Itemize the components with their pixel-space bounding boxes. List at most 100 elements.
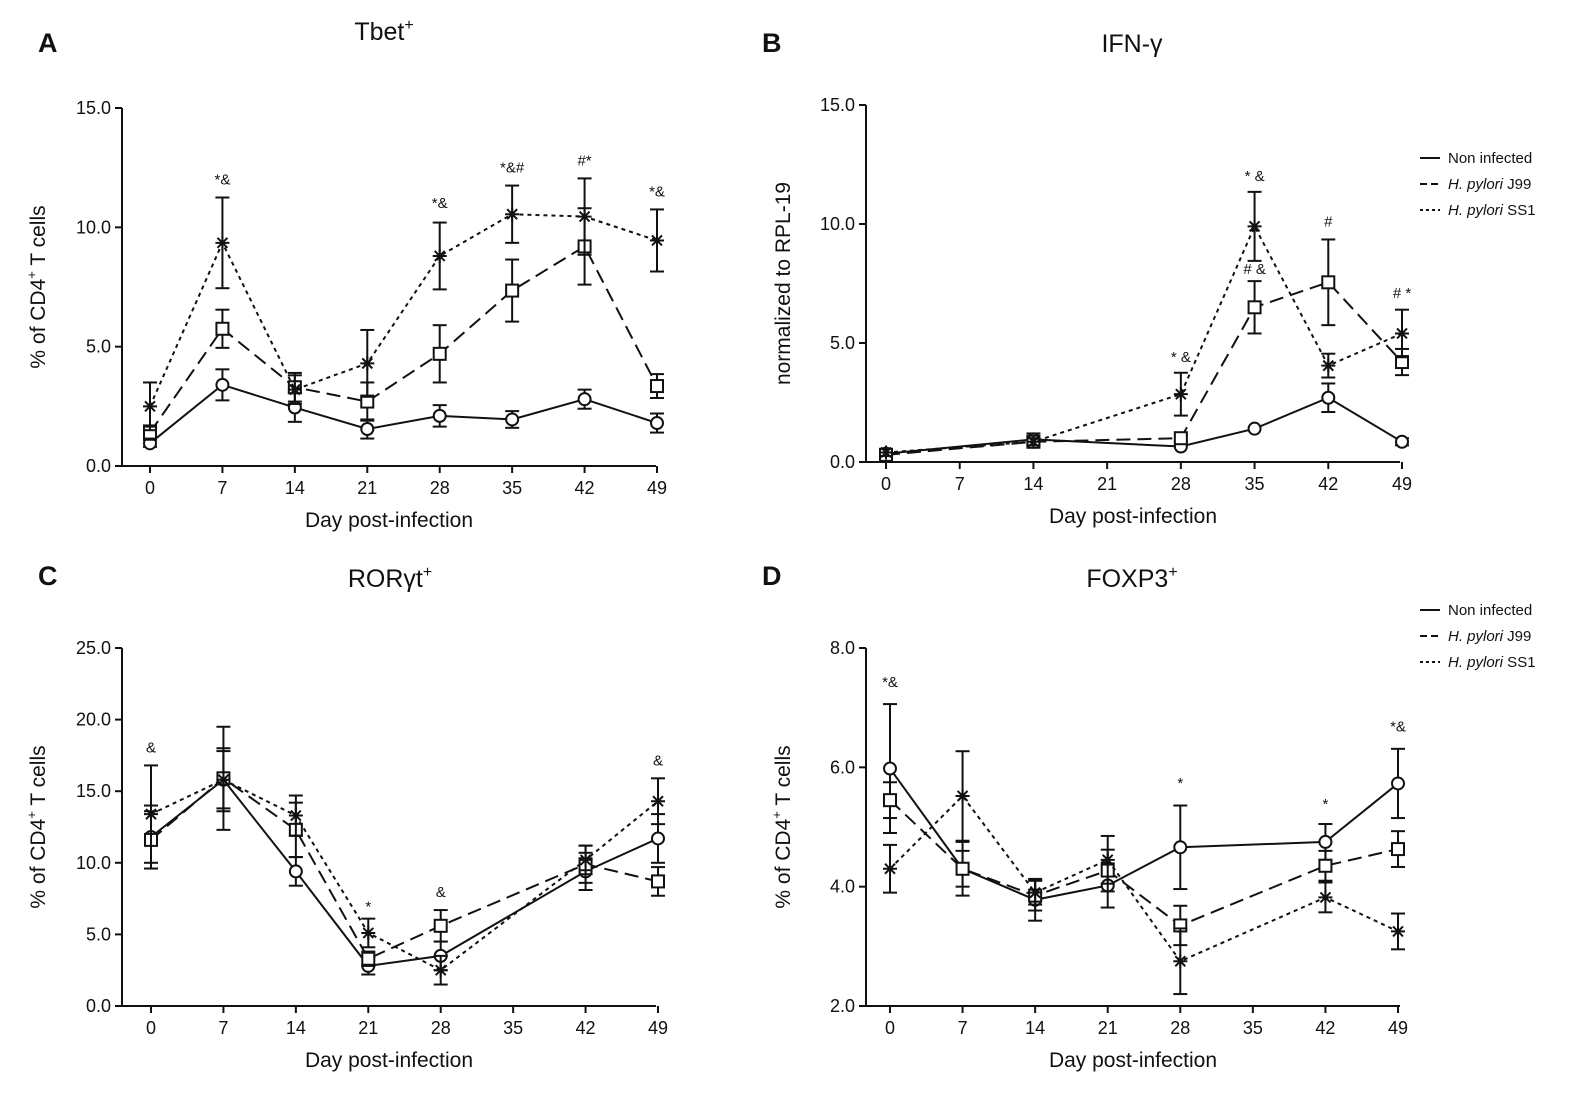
marker-circle xyxy=(1173,840,1188,855)
x-tick-label: 7 xyxy=(217,478,227,498)
y-axis-label: % of CD4+ T cells xyxy=(769,745,795,908)
marker-circle xyxy=(215,377,230,392)
series-star xyxy=(143,177,664,432)
x-axis-label: Day post-infection xyxy=(1049,505,1217,528)
significance-annotation: * & xyxy=(1245,168,1265,185)
x-tick-label: 35 xyxy=(1243,1018,1263,1038)
marker-star xyxy=(1318,890,1333,905)
x-tick-label: 21 xyxy=(1097,474,1117,494)
x-tick-label: 14 xyxy=(1023,474,1043,494)
series-circle xyxy=(143,368,664,451)
marker-star xyxy=(1321,358,1336,373)
marker-star xyxy=(433,963,448,978)
x-tick-label: 28 xyxy=(1170,1018,1190,1038)
marker-star xyxy=(1173,954,1188,969)
y-axis-label: % of CD4+ T cells xyxy=(24,745,50,908)
series-line xyxy=(885,224,1403,454)
x-axis-label: Day post-infection xyxy=(305,1049,473,1072)
y-tick-label: 15.0 xyxy=(76,781,111,801)
marker-star xyxy=(578,852,593,867)
marker-circle xyxy=(360,422,375,437)
series-line xyxy=(885,281,1403,456)
series-line xyxy=(889,794,1399,963)
y-tick-label: 10.0 xyxy=(76,217,111,237)
y-tick-label: 0.0 xyxy=(86,456,111,476)
marker-circle xyxy=(883,761,897,776)
significance-annotation: *& xyxy=(882,674,898,691)
x-tick-label: 14 xyxy=(1025,1018,1045,1038)
y-tick-label: 6.0 xyxy=(830,757,855,777)
x-tick-label: 14 xyxy=(286,1018,306,1038)
legend-label: H. pylori J99 xyxy=(1448,628,1531,645)
marker-star xyxy=(1395,326,1409,341)
significance-annotation: #* xyxy=(577,152,591,169)
marker-star xyxy=(1028,885,1043,900)
x-tick-label: 0 xyxy=(145,478,155,498)
x-tick-label: 42 xyxy=(1318,474,1338,494)
legend-label: H. pylori SS1 xyxy=(1448,202,1536,219)
x-tick-label: 35 xyxy=(1245,474,1265,494)
y-tick-label: 4.0 xyxy=(830,877,855,897)
marker-star xyxy=(216,772,231,787)
marker-square xyxy=(1173,431,1188,446)
panel-B: B IFN-γ 0.0 5.0 10.0 15.0 0 7 14 21 28 35 42 49 Day po… xyxy=(762,28,1536,528)
significance-annotation: *& xyxy=(1390,719,1406,736)
marker-square xyxy=(361,951,376,966)
x-tick-label: 28 xyxy=(431,1018,451,1038)
marker-star xyxy=(1247,219,1262,234)
series-line xyxy=(149,245,658,434)
y-tick-label: 5.0 xyxy=(86,924,111,944)
y-tick-label: 2.0 xyxy=(830,996,855,1016)
panel-title: RORγt+ xyxy=(348,564,432,593)
significance-annotation: *& xyxy=(432,195,448,212)
significance-annotation: & xyxy=(436,884,446,901)
marker-star xyxy=(215,235,230,250)
marker-circle xyxy=(288,864,303,879)
marker-square xyxy=(432,346,447,361)
x-tick-label: 21 xyxy=(358,1018,378,1038)
marker-star xyxy=(1173,387,1188,402)
marker-circle xyxy=(432,408,447,423)
panel-title: FOXP3+ xyxy=(1086,564,1177,593)
marker-star xyxy=(577,209,592,224)
x-tick-label: 28 xyxy=(1171,474,1191,494)
marker-square xyxy=(955,861,970,876)
y-tick-label: 15.0 xyxy=(76,98,111,118)
legend-label: Non infected xyxy=(1448,602,1532,619)
x-tick-label: 42 xyxy=(575,478,595,498)
legend-label: Non infected xyxy=(1448,150,1532,167)
significance-annotation: # xyxy=(1324,213,1333,230)
significance-annotation: * xyxy=(1323,796,1329,813)
marker-star xyxy=(361,925,376,940)
y-axis-label: normalized to RPL-19 xyxy=(772,182,795,385)
significance-annotation: *& xyxy=(649,183,665,200)
series-star xyxy=(883,750,1405,996)
y-tick-label: 0.0 xyxy=(830,452,855,472)
marker-square xyxy=(433,918,448,933)
marker-circle xyxy=(1321,390,1336,405)
panel-label: B xyxy=(762,28,782,58)
x-tick-label: 49 xyxy=(647,478,667,498)
marker-square xyxy=(505,283,520,298)
x-axis-label: Day post-infection xyxy=(1049,1049,1217,1072)
marker-circle xyxy=(1318,834,1333,849)
significance-annotation: * & xyxy=(1171,349,1191,366)
panel-D: D FOXP3+ 2.0 4.0 6.0 8.0 0 7 14 21 28 35 42 49 Day pos… xyxy=(762,561,1536,1072)
marker-square xyxy=(1391,842,1405,857)
marker-star xyxy=(1391,924,1405,939)
marker-circle xyxy=(1247,421,1262,436)
marker-square xyxy=(215,321,230,336)
x-tick-label: 21 xyxy=(1098,1018,1118,1038)
series-star xyxy=(144,750,665,986)
marker-star xyxy=(883,861,897,876)
marker-square xyxy=(651,874,665,889)
marker-star xyxy=(143,399,157,414)
marker-square xyxy=(650,379,664,394)
marker-circle xyxy=(1391,776,1405,791)
marker-star xyxy=(955,788,970,803)
marker-star xyxy=(288,808,303,823)
x-axis-label: Day post-infection xyxy=(305,509,473,532)
panel-label: A xyxy=(38,28,58,58)
x-tick-label: 49 xyxy=(1392,474,1412,494)
y-tick-label: 5.0 xyxy=(830,333,855,353)
